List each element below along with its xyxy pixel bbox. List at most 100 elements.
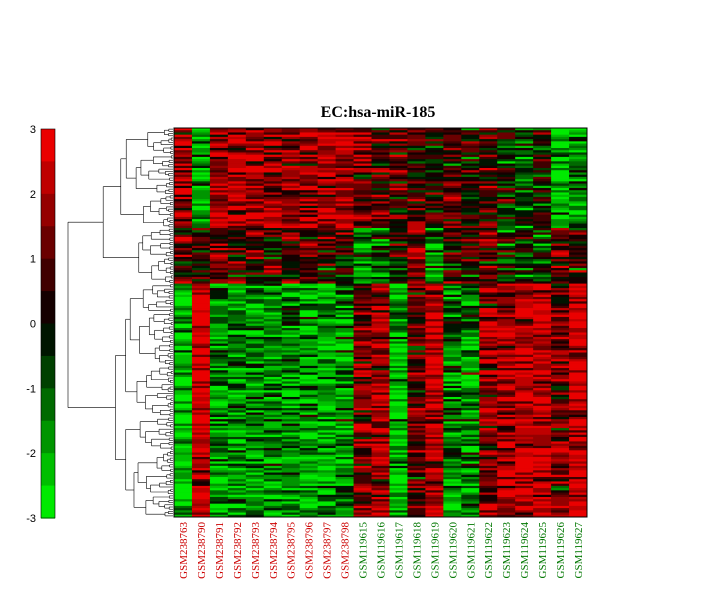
heatmap-cell (281, 248, 301, 251)
heatmap-cell (533, 350, 552, 353)
heatmap-cell (389, 508, 408, 511)
heatmap-cell (479, 321, 498, 324)
heatmap-cell (515, 152, 534, 156)
heatmap-cell (299, 208, 319, 211)
heatmap-cell (533, 145, 552, 149)
heatmap-cell (569, 368, 588, 371)
heatmap-cell (335, 359, 354, 362)
color-scale-band (41, 226, 55, 260)
heatmap-cell (371, 176, 390, 180)
heatmap-cell (425, 456, 444, 460)
heatmap-cell (191, 356, 211, 360)
heatmap-cell (533, 214, 552, 218)
heatmap-cell (425, 441, 444, 444)
heatmap-cell (389, 425, 408, 429)
heatmap-cell (533, 190, 552, 193)
heatmap-cell (533, 265, 552, 269)
heatmap-cell (191, 388, 211, 391)
heatmap-cell (335, 379, 354, 382)
heatmap-cell (551, 170, 570, 173)
heatmap-cell (191, 332, 211, 336)
heatmap-cell (425, 448, 444, 451)
heatmap-cell (191, 141, 211, 144)
heatmap-cell (479, 372, 498, 376)
heatmap-cell (191, 232, 211, 236)
heatmap-cell (335, 254, 354, 258)
heatmap-cell (353, 239, 372, 242)
heatmap-cell (227, 321, 247, 324)
heatmap-cell (245, 454, 265, 458)
heatmap-cell (461, 259, 480, 262)
heatmap-cell (407, 396, 426, 400)
heatmap-cell (569, 319, 588, 322)
heatmap-cell (461, 305, 480, 309)
heatmap-cell (515, 336, 534, 340)
heatmap-cell (245, 230, 265, 233)
heatmap-cell (227, 361, 247, 364)
heatmap-cell (209, 490, 229, 493)
heatmap-cell (515, 412, 534, 416)
heatmap-cell (317, 156, 336, 160)
heatmap-cell (209, 332, 229, 336)
heatmap-cell (461, 214, 480, 218)
heatmap-cell (407, 374, 426, 378)
heatmap-cell (515, 456, 534, 460)
heatmap-cell (533, 472, 552, 476)
heatmap-cell (281, 370, 301, 373)
heatmap-cell (551, 348, 570, 351)
heatmap-cell (371, 143, 390, 147)
heatmap-cell (299, 323, 319, 327)
heatmap-cell (191, 368, 211, 371)
heatmap-cell (389, 179, 408, 182)
heatmap-cell (479, 308, 498, 311)
heatmap-cell (425, 472, 444, 476)
heatmap-cell (245, 399, 265, 402)
heatmap-cell (533, 474, 552, 478)
heatmap-cell (551, 390, 570, 393)
heatmap-cell (479, 439, 498, 442)
heatmap-cell (263, 183, 283, 187)
heatmap-cell (174, 179, 193, 182)
heatmap-cell (461, 301, 480, 304)
heatmap-cell (407, 265, 426, 269)
heatmap-cell (245, 421, 265, 424)
heatmap-cell (569, 308, 588, 311)
heatmap-cell (407, 299, 426, 302)
heatmap-cell (281, 294, 301, 298)
heatmap-cell (191, 490, 211, 493)
heatmap-cell (191, 428, 211, 431)
heatmap-cell (515, 503, 534, 507)
heatmap-cell (317, 461, 336, 464)
heatmap-cell (479, 412, 498, 416)
heatmap-cell (299, 299, 319, 302)
heatmap-cell (479, 430, 498, 433)
heatmap-cell (299, 150, 319, 153)
heatmap-cell (335, 436, 354, 440)
heatmap-cell (263, 268, 283, 271)
heatmap-cell (569, 472, 588, 476)
heatmap-cell (227, 363, 247, 367)
heatmap-cell (479, 476, 498, 480)
heatmap-cell (317, 263, 336, 267)
heatmap-cell (245, 452, 265, 456)
heatmap-cell (497, 325, 516, 329)
heatmap-cell (245, 410, 265, 413)
heatmap-cell (299, 461, 319, 464)
heatmap-cell (371, 412, 390, 416)
heatmap-cell (317, 252, 336, 256)
heatmap-cell (443, 154, 462, 158)
heatmap-cell (245, 370, 265, 373)
heatmap-cell (569, 479, 588, 482)
heatmap-cell (407, 379, 426, 382)
heatmap-cell (569, 452, 588, 456)
heatmap-cell (407, 470, 426, 473)
heatmap-cell (533, 361, 552, 364)
heatmap-cell (227, 379, 247, 382)
heatmap-cell (443, 416, 462, 420)
heatmap-cell (281, 428, 301, 431)
heatmap-cell (335, 165, 354, 169)
heatmap-cell (317, 285, 336, 289)
heatmap-cell (371, 130, 390, 133)
heatmap-cell (569, 485, 588, 489)
heatmap-cell (371, 481, 390, 484)
